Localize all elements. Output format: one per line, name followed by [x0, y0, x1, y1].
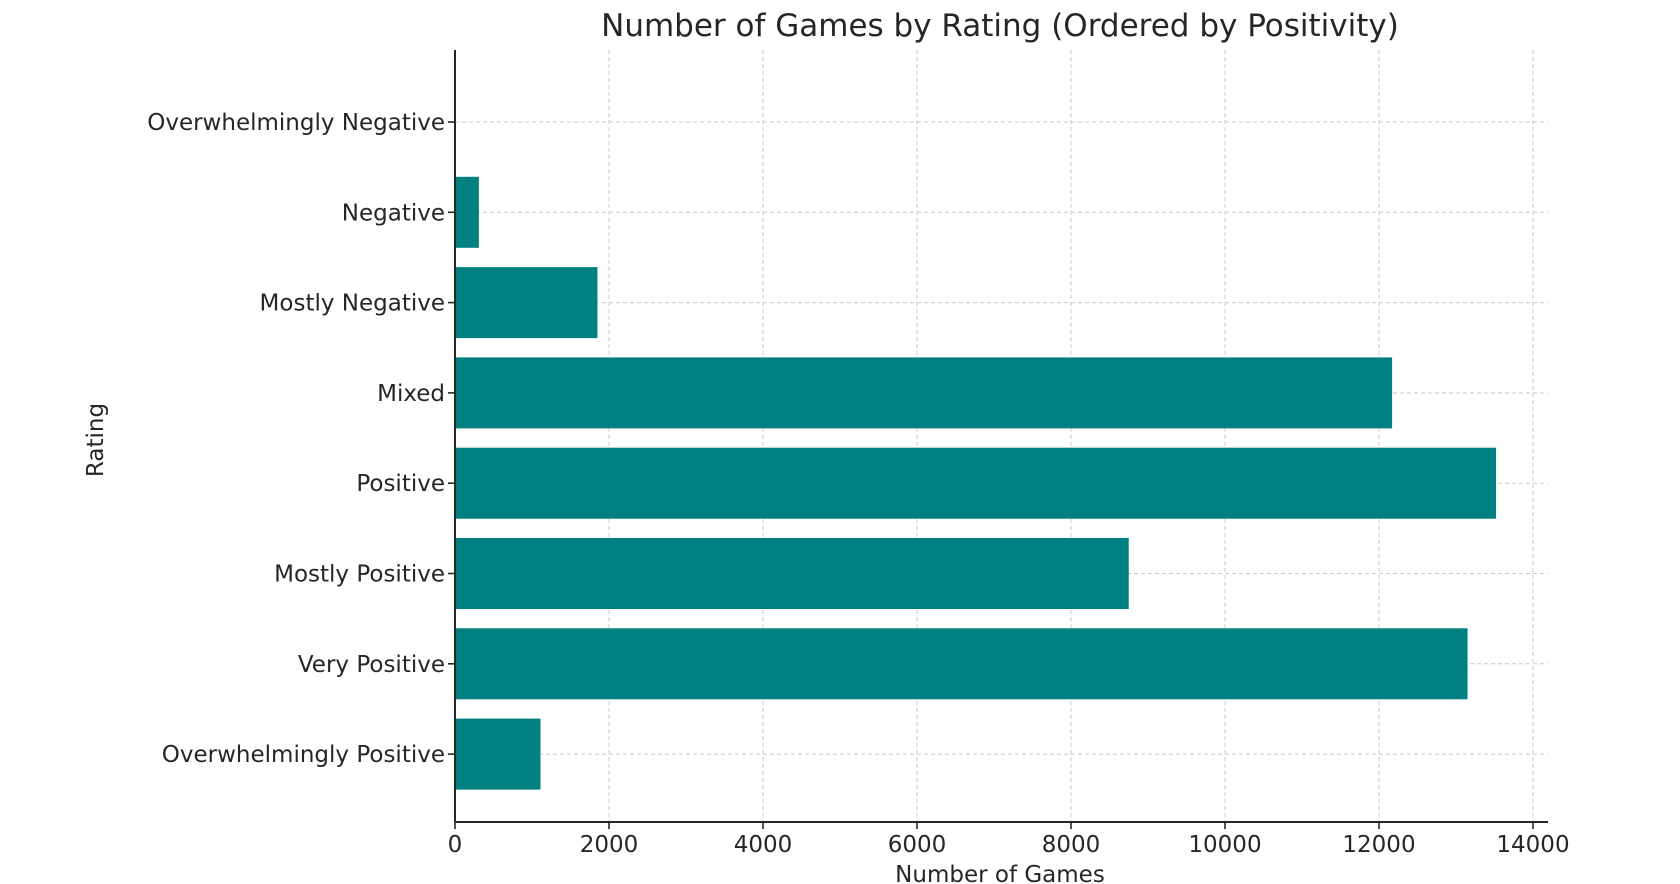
y-tick-label: Very Positive: [298, 652, 445, 678]
x-tick-label: 8000: [1042, 832, 1101, 858]
x-tick-label: 4000: [734, 832, 793, 858]
bar-overwhelmingly-positive: [455, 718, 541, 790]
bars: [455, 86, 1497, 790]
bar-positive: [455, 447, 1497, 519]
y-tick-label: Mixed: [377, 381, 445, 407]
x-tick-label: 2000: [580, 832, 639, 858]
y-tick-label: Positive: [356, 471, 445, 497]
y-ticks: Overwhelmingly Negative Negative Mostly Ne…: [147, 110, 455, 768]
grid-layer: [454, 50, 1548, 822]
bar-mixed: [455, 357, 1393, 429]
y-tick-label: Mostly Positive: [274, 562, 445, 588]
x-tick-label: 6000: [888, 832, 947, 858]
y-axis-label: Rating: [83, 403, 109, 477]
axes: [454, 50, 1548, 823]
y-tick-label: Overwhelmingly Positive: [162, 742, 445, 768]
x-tick-label: 14000: [1496, 832, 1569, 858]
y-tick-label: Overwhelmingly Negative: [147, 110, 445, 136]
bar-negative: [455, 176, 479, 248]
bar-mostly-positive: [455, 538, 1129, 609]
chart-title: Number of Games by Rating (Ordered by Po…: [601, 8, 1399, 44]
bar-very-positive: [455, 628, 1468, 700]
x-axis-label: Number of Games: [895, 862, 1105, 884]
bar-mostly-negative: [455, 267, 598, 339]
x-ticks: 0 2000 4000 6000 8000 10000 12000 14000: [448, 822, 1570, 858]
x-tick-label: 12000: [1342, 832, 1415, 858]
x-tick-label: 0: [448, 832, 463, 858]
y-tick-label: Mostly Negative: [260, 291, 445, 317]
y-tick-label: Negative: [342, 200, 445, 226]
x-tick-label: 10000: [1188, 832, 1261, 858]
